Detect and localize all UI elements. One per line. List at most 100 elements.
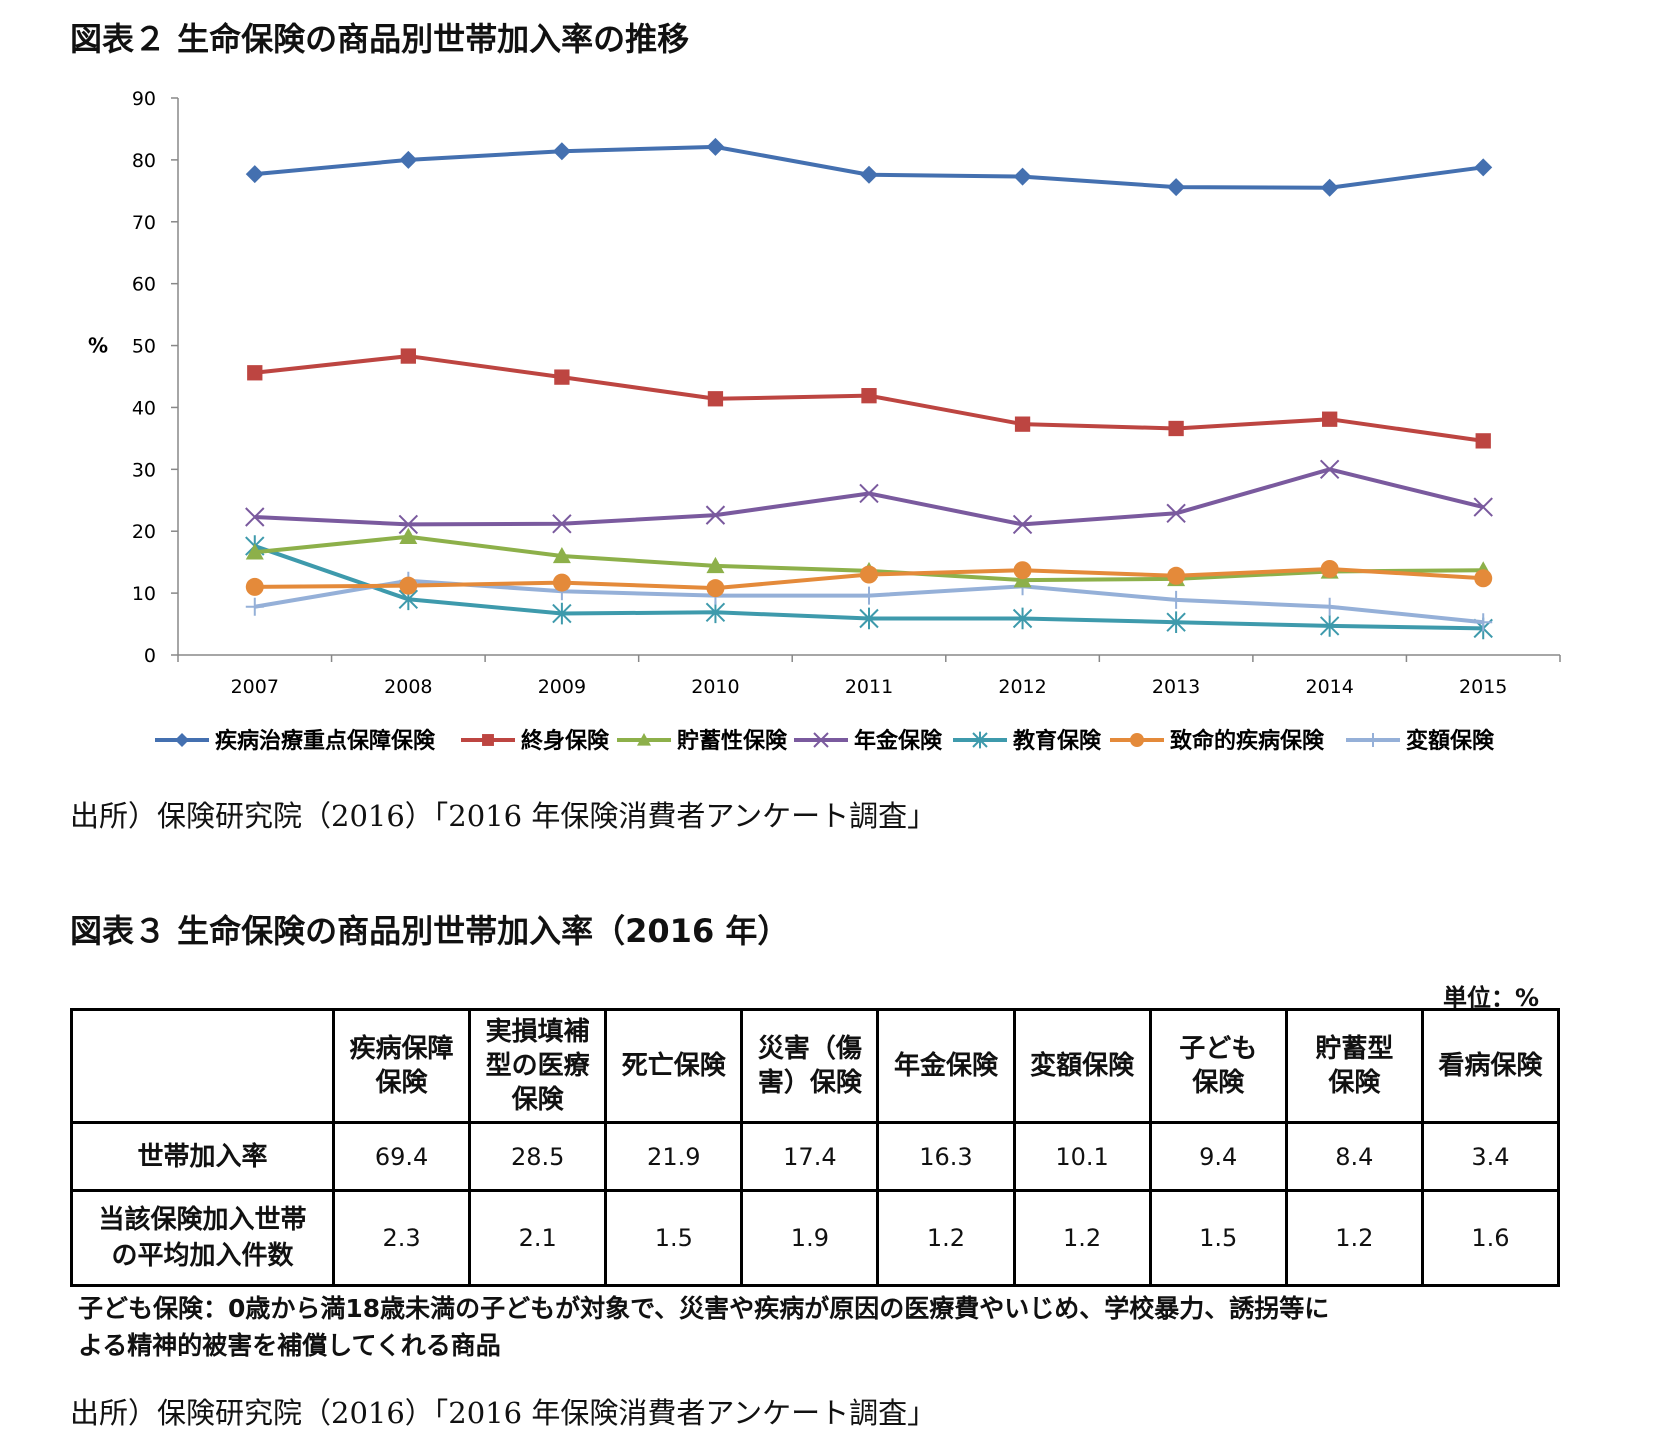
y-tick-label: 0 [144, 645, 156, 667]
legend-label: 年金保険 [854, 728, 943, 754]
data-point [861, 388, 877, 404]
y-tick-label: 70 [132, 212, 156, 234]
table-cell: 10.1 [1012, 1121, 1152, 1192]
data-point [1014, 416, 1031, 432]
series-line [254, 467, 1484, 527]
data-point [1319, 615, 1340, 637]
table-unit: 単位：% [1443, 984, 1540, 1012]
y-tick-label: 60 [132, 274, 156, 296]
table-header-row: 疾病保障 保険 実損填補 型の医療 保険 死亡保険 災害（傷 害）保険 年金保険 変額保険 子ども保… [70, 1008, 1561, 1124]
data-point [860, 565, 878, 584]
legend-item: 致命的疾病保険 [1110, 728, 1325, 754]
column-header: 変額保険 [1012, 1008, 1152, 1124]
column-header: 貯蓄型 保険 [1284, 1008, 1424, 1124]
data-point [706, 556, 725, 574]
data-point [554, 369, 570, 385]
note-line: 子ども保険：0歳から満18歳未満の子どもが対象で、災害や疾病が原因の医療費やいじ… [78, 1294, 1330, 1323]
enrollment-table: 疾病保障 保険 実損填補 型の医療 保険 死亡保険 災害（傷 害）保険 年金保険 変額保険 子ども保… [70, 1008, 1561, 1287]
y-axis-label: % [88, 334, 108, 358]
data-point [1012, 607, 1033, 630]
y-tick-label: 90 [132, 88, 156, 110]
header-corner [70, 1008, 335, 1124]
data-point [1319, 459, 1340, 480]
line-chart: 0 10 20 30 40 50 60 70 80 90 2007 2008 2009 2010 2011 2… [88, 88, 1561, 754]
x-tick-label: 2010 [691, 676, 739, 698]
legend-label: 致命的疾病保険 [1170, 728, 1325, 754]
table-cell: 1.9 [740, 1189, 880, 1287]
table-note: 子ども保険：0歳から満18歳未満の子どもが対象で、災害や疾病が原因の医療費やいじ… [78, 1290, 1329, 1364]
data-point [707, 391, 724, 407]
data-point [1474, 158, 1493, 177]
series-2 [247, 348, 1491, 449]
table-cell: 1.5 [604, 1189, 744, 1287]
data-point [860, 586, 878, 605]
x-tick-label: 2009 [538, 676, 586, 698]
data-point [1166, 611, 1186, 633]
table-cell: 9.4 [1148, 1121, 1288, 1192]
data-point [245, 165, 264, 184]
legend-item: 疾病治療重点保障保険 [155, 728, 436, 754]
y-tick-label: 40 [132, 397, 156, 419]
data-point [705, 601, 726, 624]
table-cell: 16.3 [876, 1121, 1016, 1192]
legend-marker [813, 732, 829, 748]
data-point [1322, 411, 1338, 427]
y-tick-label: 50 [132, 336, 156, 358]
table-cell: 17.4 [740, 1121, 880, 1192]
data-point [552, 546, 571, 564]
data-point [399, 150, 418, 169]
data-point [706, 137, 725, 156]
column-header: 疾病保障 保険 [331, 1008, 472, 1124]
data-point [859, 483, 879, 504]
row-header: 当該保険加入世帯 の平均加入件数 [70, 1189, 335, 1287]
table-cell: 1.2 [1284, 1189, 1424, 1287]
legend-item: 終身保険 [461, 728, 610, 754]
legend-marker [482, 734, 494, 746]
column-header: 実損填補 型の医療 保険 [468, 1008, 608, 1124]
data-point [1013, 571, 1032, 588]
column-header: 死亡保険 [604, 1008, 744, 1124]
data-point [1320, 597, 1339, 616]
x-tick-label: 2013 [1152, 676, 1200, 698]
x-tick-label: 2012 [998, 676, 1046, 698]
table-cell: 1.2 [876, 1189, 1016, 1287]
table-row: 世帯加入率 69.4 28.5 21.9 17.4 16.3 10.1 9.4 8.4 3.4 [70, 1121, 1561, 1192]
table-cell: 3.4 [1420, 1121, 1561, 1192]
legend-marker [175, 733, 189, 747]
data-point [552, 573, 571, 592]
figure2-title: 図表２ 生命保険の商品別世帯加入率の推移 [70, 20, 690, 58]
table-cell: 1.2 [1012, 1189, 1152, 1287]
column-header: 災害（傷 害）保険 [740, 1008, 880, 1124]
column-header: 看病保険 [1420, 1008, 1561, 1124]
data-point [400, 348, 416, 364]
table-cell: 21.9 [604, 1121, 744, 1192]
table-cell: 1.6 [1420, 1189, 1561, 1287]
legend-marker [1366, 733, 1380, 747]
data-point [245, 577, 264, 596]
table-row: 当該保険加入世帯 の平均加入件数 2.3 2.1 1.5 1.9 1.2 1.2 1.5 1.2 1… [70, 1189, 1561, 1287]
data-point [1166, 503, 1186, 523]
table-cell: 69.4 [331, 1121, 472, 1192]
series-6 [245, 559, 1493, 598]
data-point [245, 507, 265, 527]
legend-label: 教育保険 [1013, 728, 1102, 754]
x-tick-label: 2014 [1305, 676, 1353, 698]
chart-series [245, 137, 1493, 640]
data-point [1013, 561, 1032, 580]
figure3-title: 図表３ 生命保険の商品別世帯加入率（2016 年） [70, 912, 790, 950]
data-point [1320, 178, 1339, 197]
legend-marker [1130, 733, 1144, 747]
x-tick-label: 2015 [1459, 676, 1507, 698]
data-point [1473, 497, 1493, 517]
legend-label: 変額保険 [1406, 728, 1495, 754]
data-point [1167, 590, 1186, 609]
data-point [1474, 613, 1493, 632]
data-point [399, 527, 418, 544]
legend-label: 終身保険 [521, 728, 610, 754]
data-point [1168, 420, 1184, 437]
table-cell: 2.1 [468, 1189, 608, 1287]
data-point [245, 597, 264, 616]
chart-ticks: 0 10 20 30 40 50 60 70 80 90 2007 2008 2009 2010 2011 2… [88, 88, 1561, 698]
column-header: 年金保険 [876, 1008, 1016, 1124]
data-point [1013, 167, 1032, 186]
